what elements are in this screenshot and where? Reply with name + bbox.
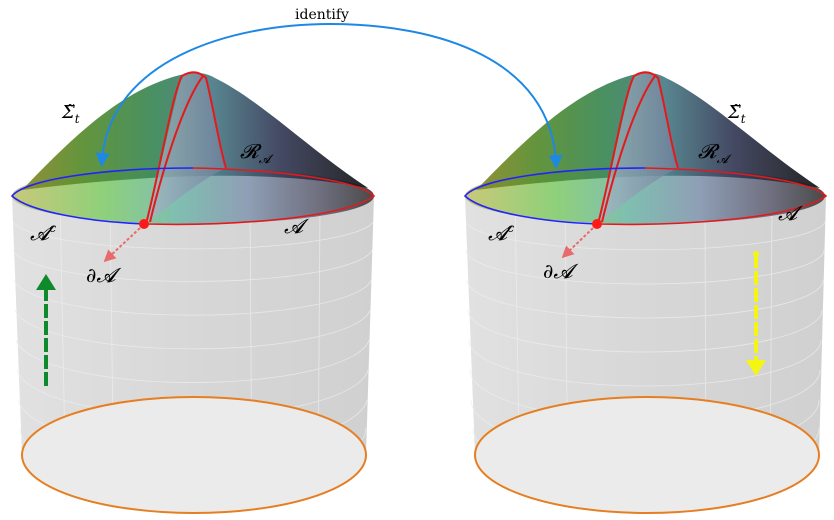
right-a-subsystem-edge <box>597 167 828 226</box>
identify-connector: identify <box>95 7 563 169</box>
left-rt-inner-edge <box>149 75 204 223</box>
left-boundary-point <box>139 219 149 229</box>
identify-arrow <box>95 22 563 169</box>
left-time-arrow <box>36 274 56 386</box>
right-a-complement-edge <box>463 167 646 225</box>
right-sigma-label: Σ̃t <box>727 102 746 126</box>
left-rt-cap <box>146 73 226 224</box>
right-rt-edge <box>597 71 679 225</box>
right-boundary-arrow <box>561 227 594 259</box>
right-time-arrow <box>746 251 766 376</box>
left-a-complement-edge <box>10 167 194 225</box>
right-rt-cap <box>598 73 678 224</box>
left-a-subsystem-edge <box>145 167 376 226</box>
right-panel: Σ̃t 𝓡𝓐 𝓐 𝓐c ∂𝓐 <box>463 71 828 514</box>
left-sigma-label: Σ̃t <box>61 102 80 126</box>
right-top-disk <box>465 168 825 224</box>
identify-label: identify <box>295 7 349 23</box>
left-base-ellipse <box>21 396 367 514</box>
right-rt-inner-edge <box>601 75 656 223</box>
left-boundary-arrow <box>103 227 141 263</box>
right-base-ellipse <box>474 396 820 514</box>
left-top-disk <box>12 168 374 224</box>
left-panel: Σ̃t 𝓡𝓐 𝓐 𝓐c ∂𝓐 <box>10 71 376 514</box>
right-boundary-point <box>592 219 602 229</box>
